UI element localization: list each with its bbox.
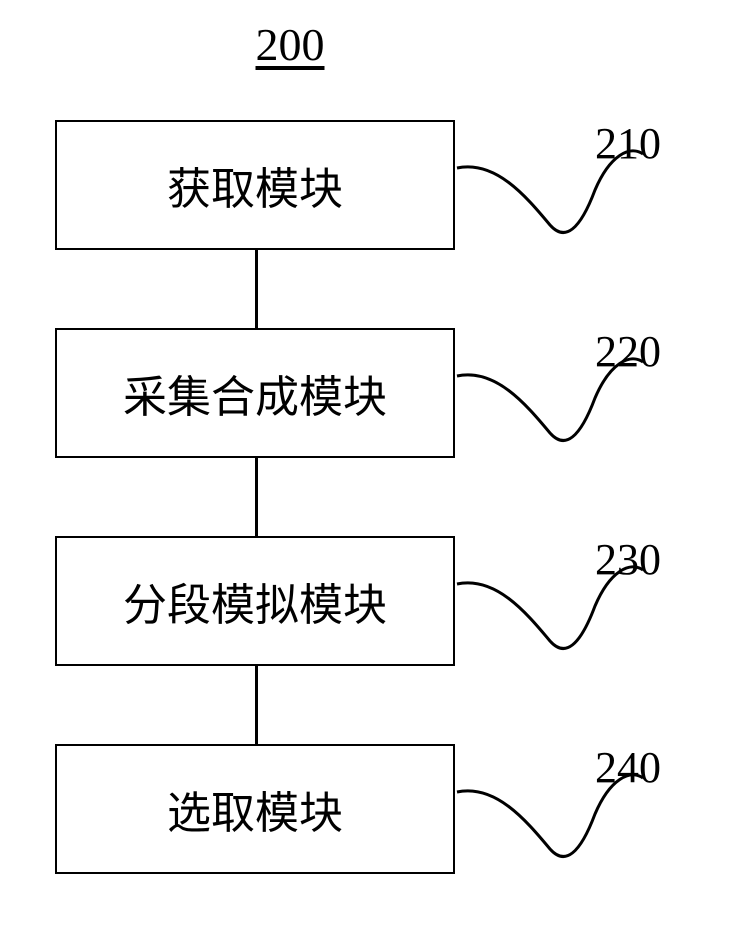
edge [255,666,258,744]
diagram-canvas: 200 获取模块 采集合成模块 分段模拟模块 选取模块 210 220 230 … [0,0,741,931]
node-segment-sim: 分段模拟模块 [55,536,455,666]
node-label: 选取模块 [167,777,343,841]
edge [255,458,258,536]
lead-path [457,359,643,441]
lead-path [457,151,643,233]
node-select: 选取模块 [55,744,455,874]
edge [255,250,258,328]
lead-path [457,567,643,649]
node-acquire: 获取模块 [55,120,455,250]
node-label: 获取模块 [167,153,343,217]
node-label: 采集合成模块 [123,361,387,425]
lead-line [455,358,645,448]
diagram-title: 200 [230,18,350,71]
lead-path [457,775,643,857]
node-label: 分段模拟模块 [123,569,387,633]
lead-line [455,774,645,864]
lead-line [455,566,645,656]
lead-line [455,150,645,240]
node-collect-combine: 采集合成模块 [55,328,455,458]
